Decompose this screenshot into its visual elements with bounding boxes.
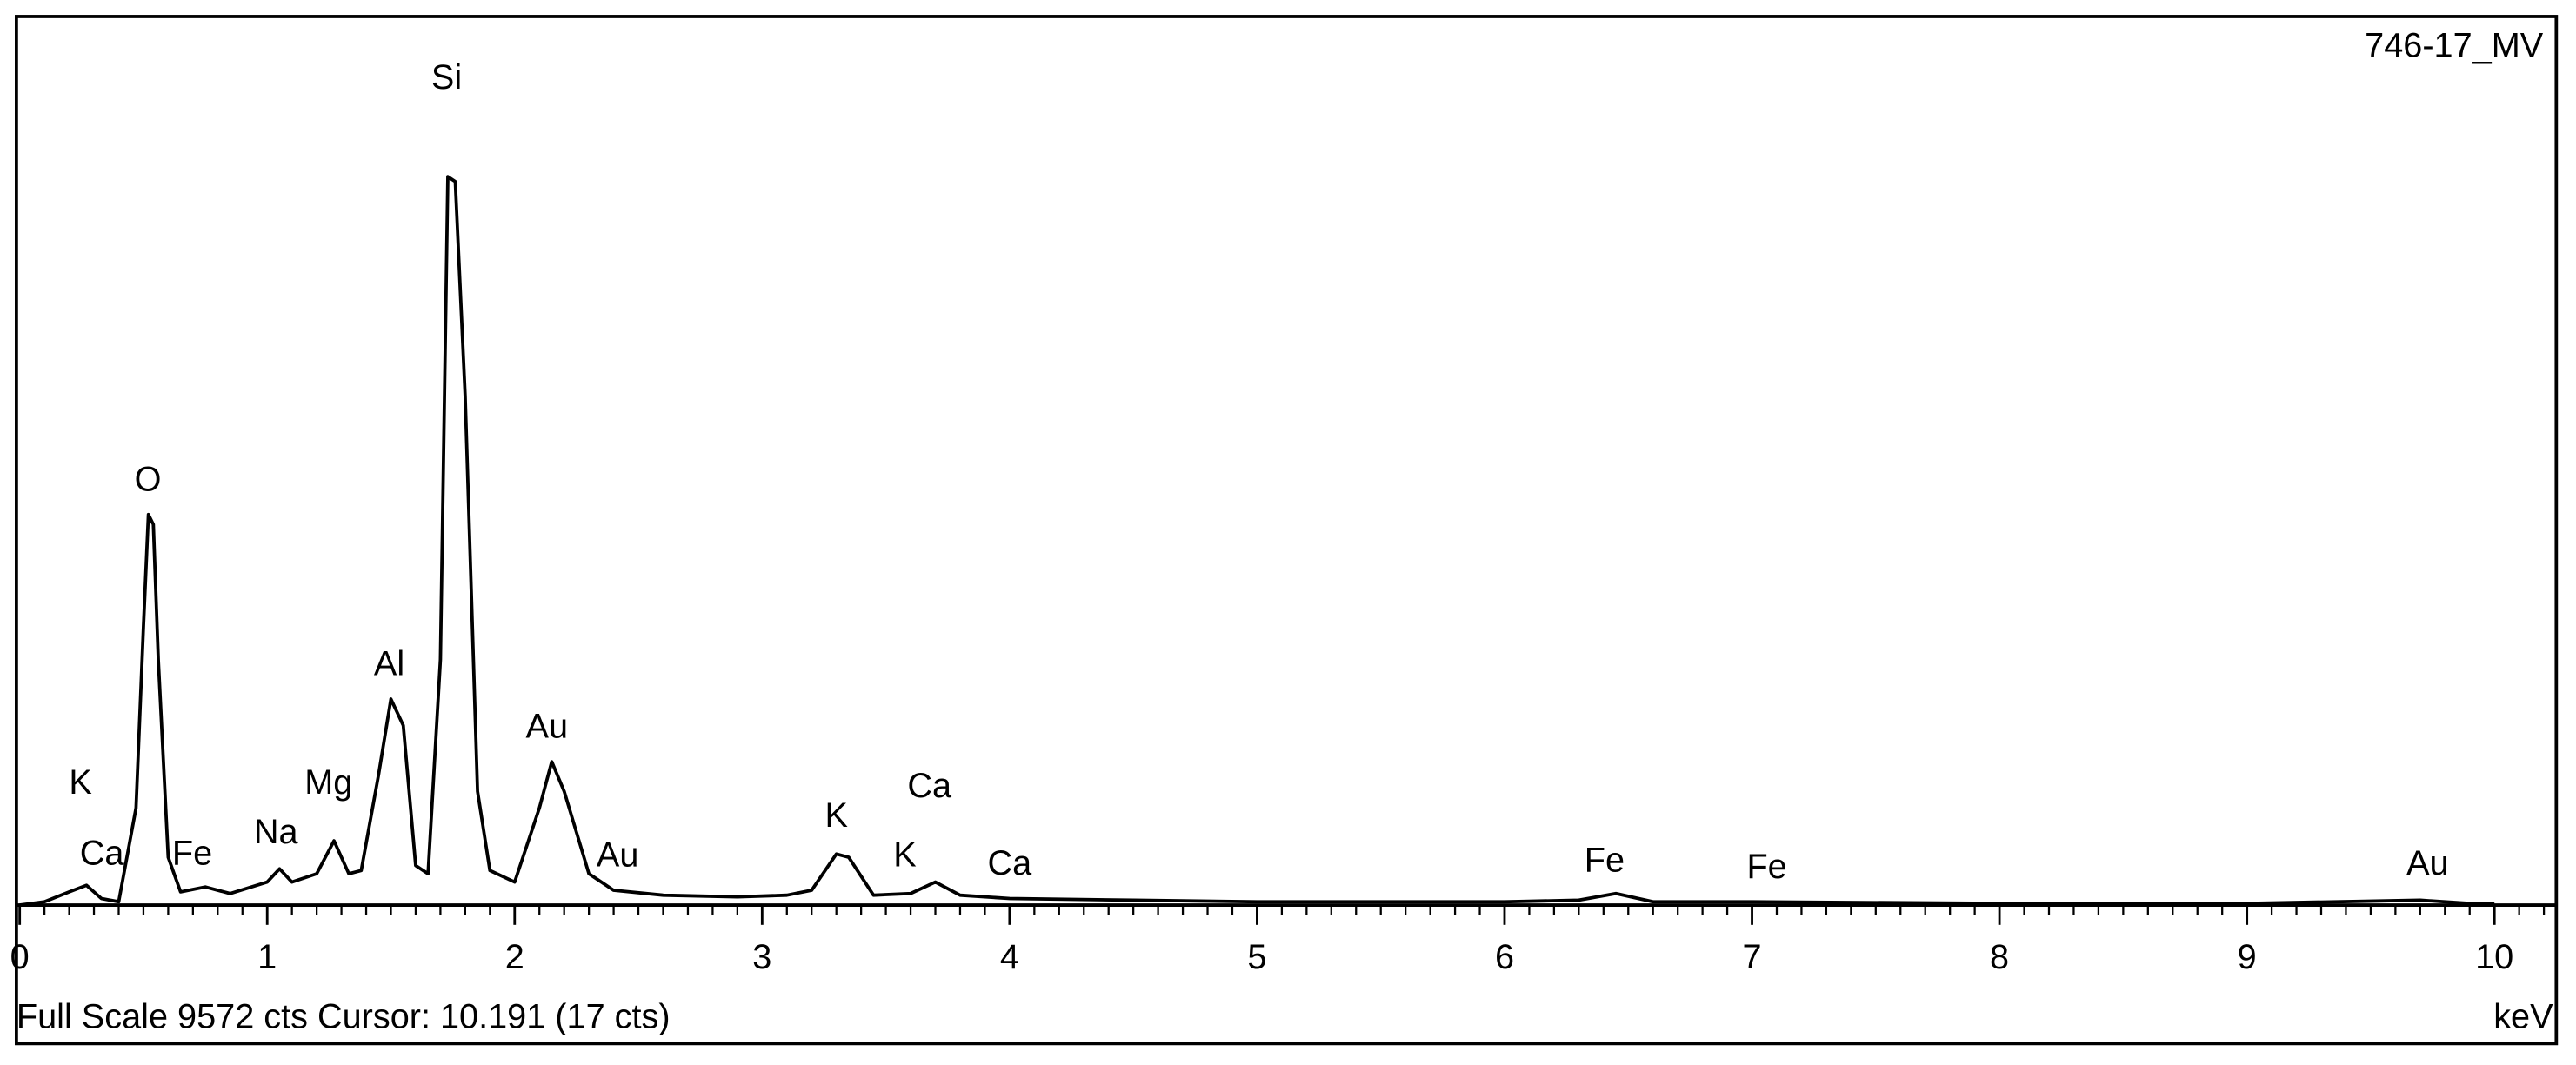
peak-label: Fe xyxy=(172,835,212,873)
peak-label: Fe xyxy=(1746,848,1786,886)
x-tick-label: 2 xyxy=(505,938,524,976)
peak-label: Au xyxy=(597,836,639,875)
spectrum-line xyxy=(19,175,2495,907)
peak-label: Al xyxy=(374,645,404,683)
x-tick-label: 4 xyxy=(1000,938,1019,976)
footer-status: Full Scale 9572 cts Cursor: 10.191 (17 c… xyxy=(17,997,671,1035)
peak-label: K xyxy=(824,796,848,835)
x-tick-label: 9 xyxy=(2238,938,2257,976)
x-tick-label: 0 xyxy=(10,938,30,976)
x-axis-label: keV xyxy=(2493,997,2553,1035)
x-tick-label: 8 xyxy=(1990,938,2009,976)
peak-label: O xyxy=(135,460,162,498)
x-tick-label: 6 xyxy=(1495,938,1514,976)
peak-label: K xyxy=(69,763,92,802)
peak-label: Na xyxy=(254,813,299,851)
peak-label: Au xyxy=(526,708,569,746)
peak-label: Ca xyxy=(907,767,952,805)
peak-label: Ca xyxy=(988,844,1033,882)
peak-label: Fe xyxy=(1585,841,1625,879)
x-tick-label: 3 xyxy=(752,938,771,976)
x-tick-label: 1 xyxy=(257,938,277,976)
peak-label: Au xyxy=(2406,844,2449,882)
peak-label: K xyxy=(893,836,917,875)
x-tick-label: 10 xyxy=(2475,938,2513,976)
peak-label: Mg xyxy=(304,763,352,802)
peak-label: Si xyxy=(431,58,462,97)
plot-frame xyxy=(15,15,2559,1046)
x-tick-label: 7 xyxy=(1743,938,1762,976)
peak-label: Ca xyxy=(80,835,125,873)
x-tick-label: 5 xyxy=(1247,938,1266,976)
chart-title: 746-17_MV xyxy=(2365,26,2544,64)
